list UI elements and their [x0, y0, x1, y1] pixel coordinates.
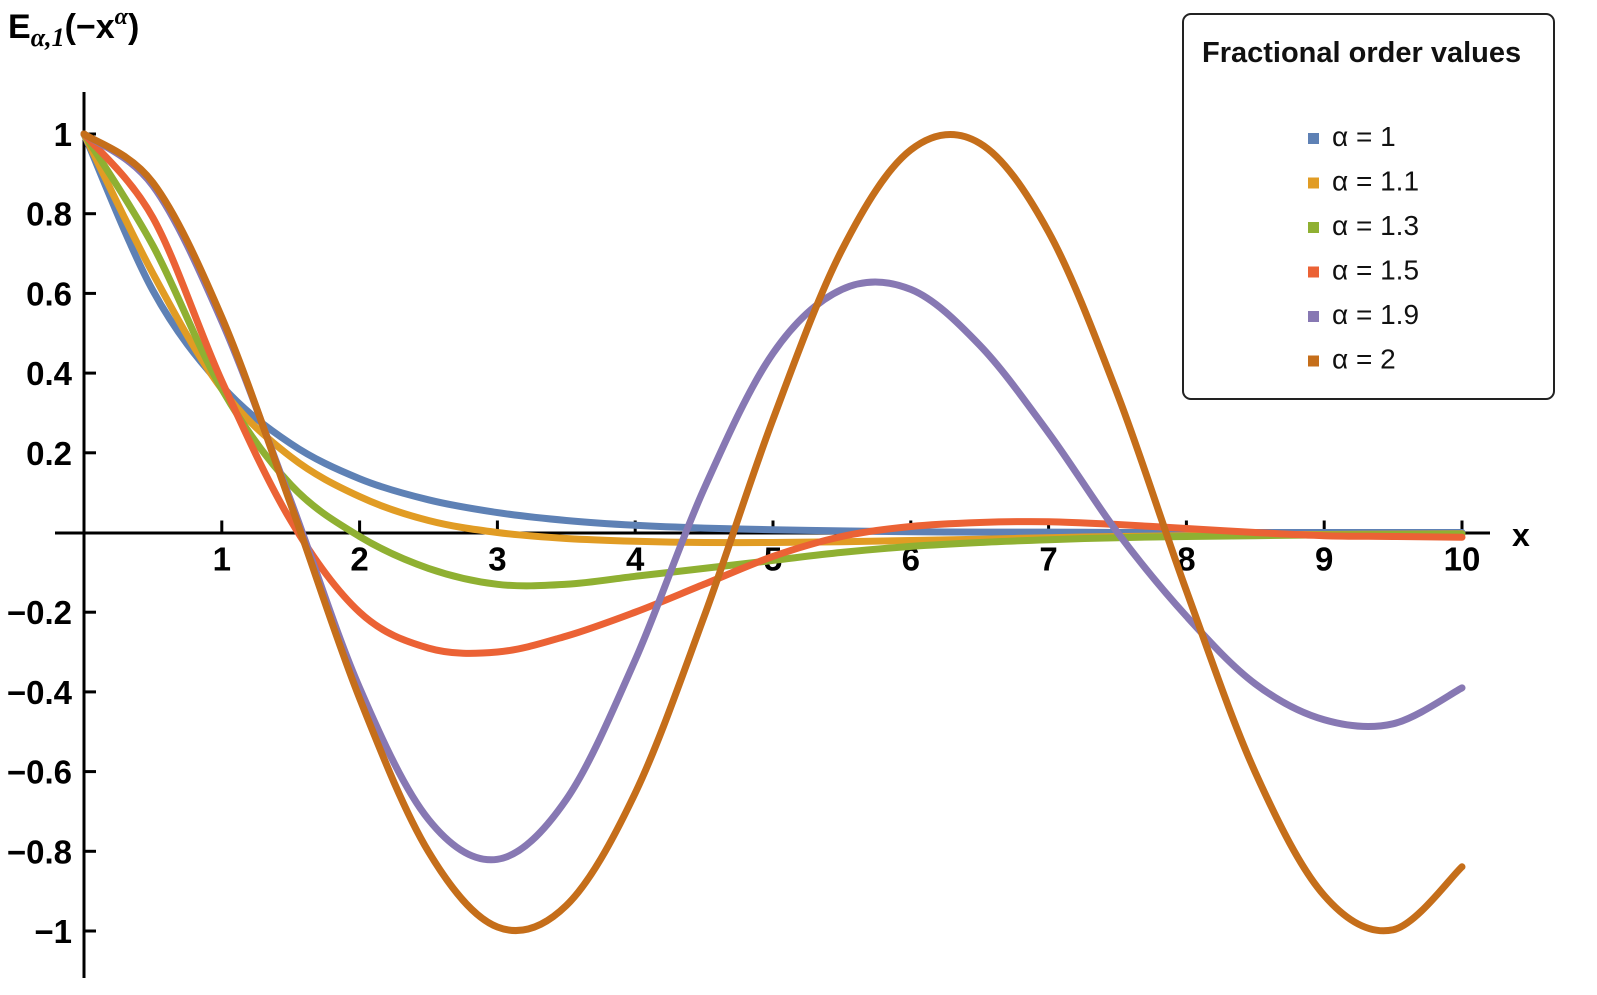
- legend-swatch-2: [1308, 177, 1319, 189]
- x-tick-label-7: 7: [1039, 541, 1057, 578]
- y-tick-label--0.2: −0.2: [7, 594, 72, 631]
- legend-label-6: α = 2: [1332, 344, 1396, 375]
- y-axis-title-base: E: [8, 8, 31, 46]
- y-tick-label-0.8: 0.8: [26, 196, 72, 233]
- series-line-6: [80, 130, 1466, 935]
- legend: Fractional order values α = 1α = 1.1α = …: [1182, 13, 1555, 400]
- y-tick-label-0.6: 0.6: [26, 275, 72, 312]
- y-tick-label-0.2: 0.2: [26, 435, 72, 472]
- legend-items: α = 1 α = 1.1 α = 1.3 α = 1.5 α = 1.9 α = 2: [1308, 121, 1419, 375]
- y-tick-label--0.8: −0.8: [7, 833, 72, 870]
- legend-title: Fractional order values: [1202, 37, 1521, 69]
- legend-swatch-5: [1308, 311, 1319, 322]
- x-axis-title: x: [1512, 517, 1530, 553]
- x-tick-label-10: 10: [1444, 541, 1481, 578]
- legend-label-2: α = 1.1: [1332, 166, 1419, 197]
- y-tick-label-1: 1: [54, 116, 72, 153]
- series-line-4: [80, 130, 1466, 657]
- legend-label-5: α = 1.9: [1332, 299, 1419, 330]
- y-axis-title-superscript: α: [115, 4, 129, 30]
- x-tick-label-1: 1: [213, 541, 231, 578]
- y-axis-title-arg: (−x: [65, 8, 115, 46]
- legend-label-4: α = 1.5: [1332, 255, 1419, 286]
- legend-label-3: α = 1.3: [1332, 210, 1419, 241]
- legend-swatch-3: [1308, 222, 1319, 233]
- y-tick-label--0.6: −0.6: [7, 754, 72, 791]
- x-tick-label-3: 3: [488, 541, 506, 578]
- x-tick-label-4: 4: [626, 541, 645, 578]
- legend-swatch-1: [1308, 133, 1319, 144]
- legend-swatch-4: [1308, 266, 1319, 278]
- y-tick-label--0.4: −0.4: [7, 674, 73, 711]
- legend-swatch-6: [1308, 355, 1319, 367]
- legend-label-1: α = 1: [1332, 121, 1396, 152]
- y-tick-label-0.4: 0.4: [26, 355, 73, 392]
- y-axis-title-subscript: α,1: [31, 23, 65, 52]
- legend-box: [1182, 13, 1555, 400]
- x-tick-label-2: 2: [350, 541, 368, 578]
- y-axis-title: Eα,1(−xα): [8, 4, 139, 52]
- x-tick-label-9: 9: [1315, 541, 1333, 578]
- y-axis-title-close: ): [128, 8, 139, 46]
- y-tick-label--1: −1: [34, 913, 72, 950]
- series-lines: [80, 130, 1466, 935]
